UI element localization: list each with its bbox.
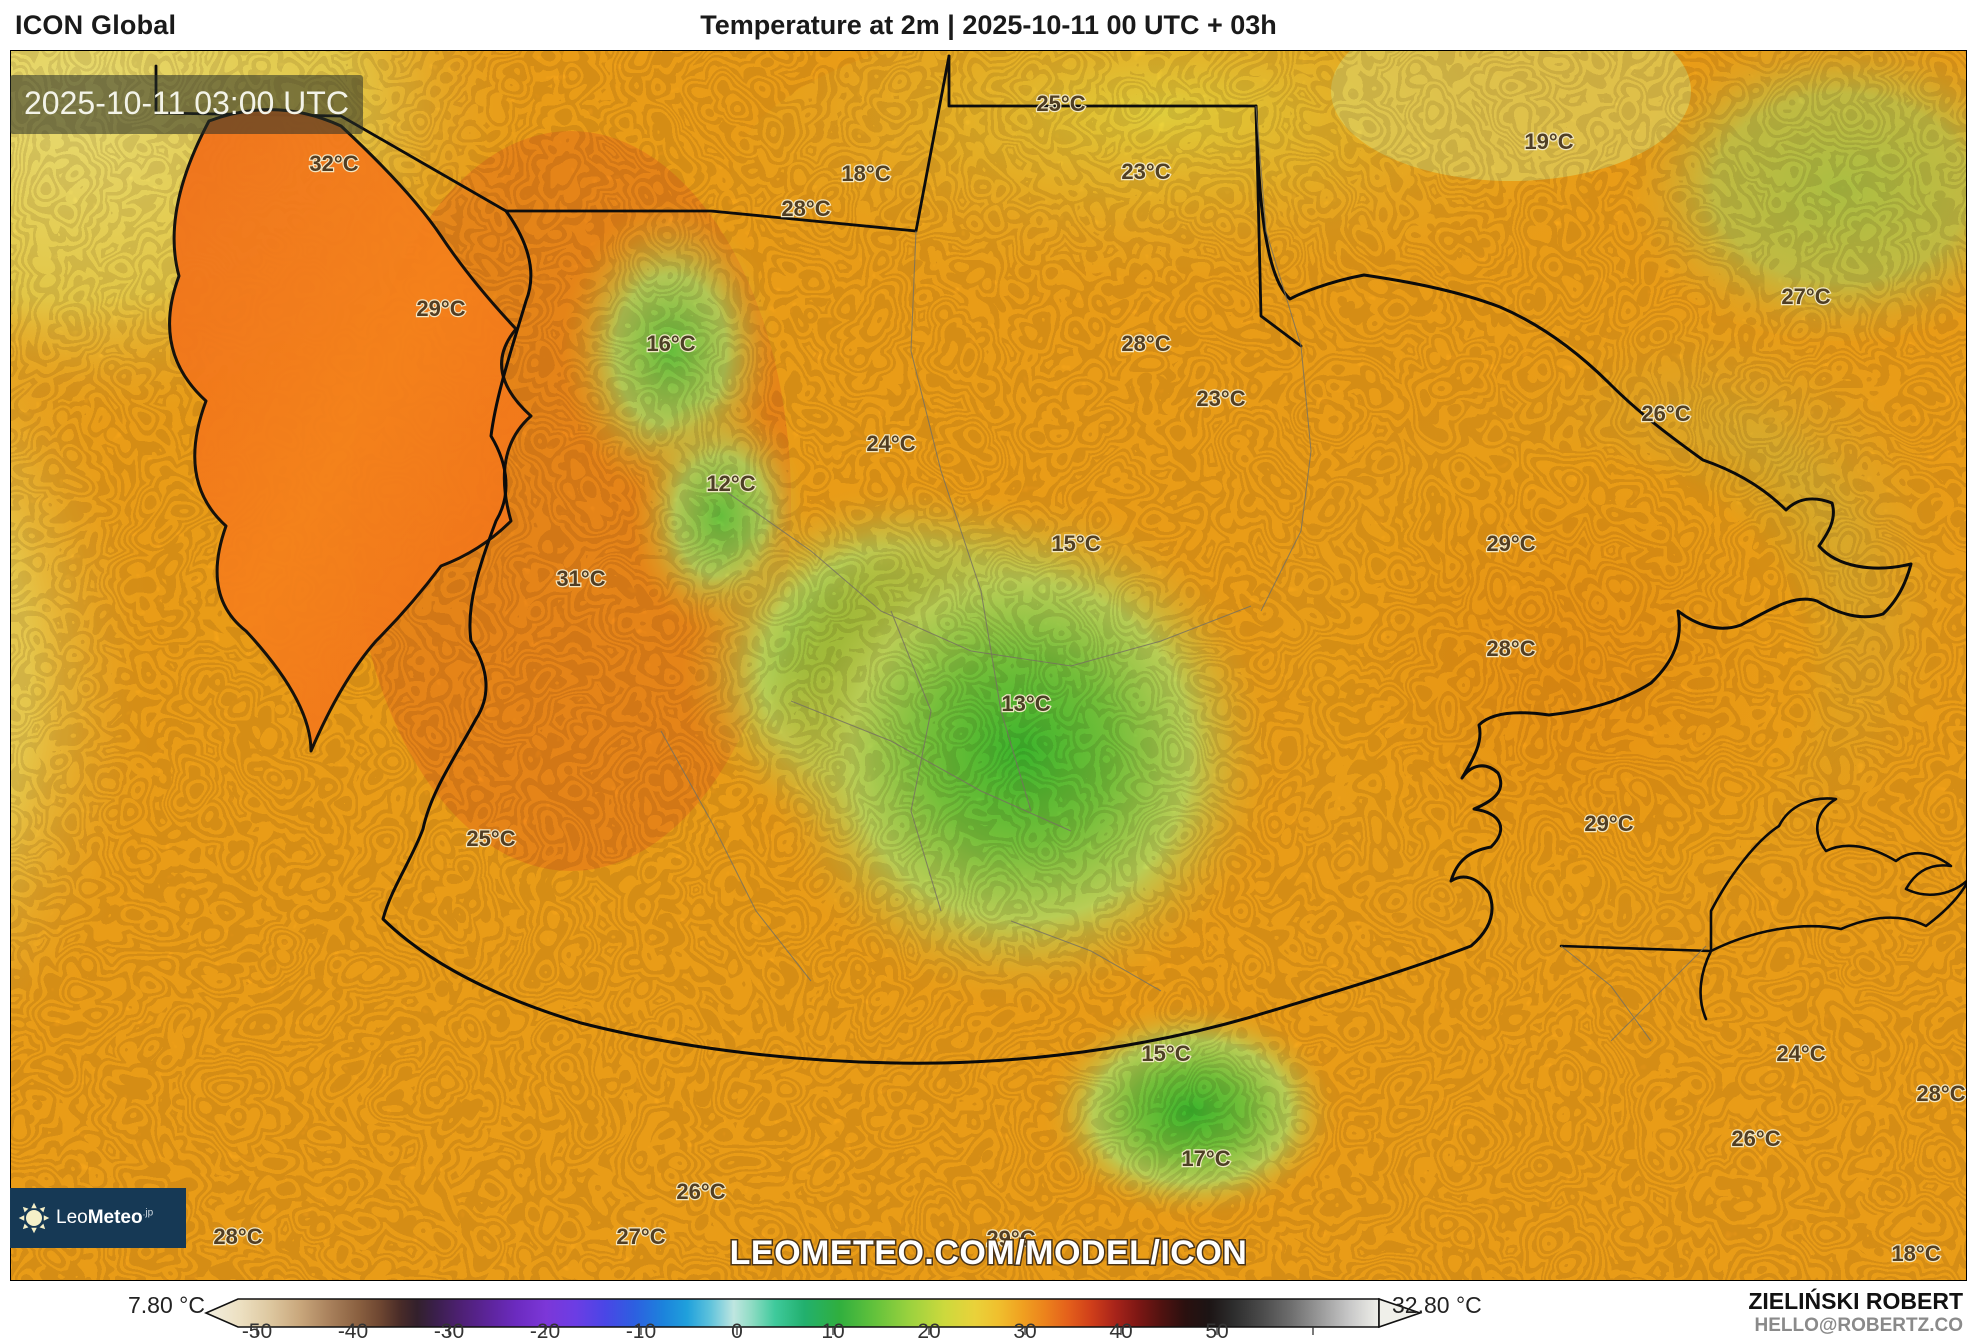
svg-text:20: 20 bbox=[917, 1320, 940, 1338]
svg-text:12°C: 12°C bbox=[706, 471, 755, 496]
svg-text:16°C: 16°C bbox=[646, 331, 695, 356]
svg-text:32°C: 32°C bbox=[309, 151, 358, 176]
svg-text:19°C: 19°C bbox=[1524, 129, 1573, 154]
svg-text:30: 30 bbox=[1013, 1320, 1036, 1338]
svg-text:17°C: 17°C bbox=[1181, 1146, 1230, 1171]
svg-text:28°C: 28°C bbox=[781, 196, 830, 221]
svg-text:26°C: 26°C bbox=[1641, 401, 1690, 426]
svg-text:40: 40 bbox=[1109, 1320, 1132, 1338]
svg-text:13°C: 13°C bbox=[1001, 691, 1050, 716]
svg-text:15°C: 15°C bbox=[1051, 531, 1100, 556]
svg-text:24°C: 24°C bbox=[1776, 1041, 1825, 1066]
svg-text:50: 50 bbox=[1205, 1320, 1228, 1338]
svg-text:10: 10 bbox=[821, 1320, 844, 1338]
svg-text:28°C: 28°C bbox=[1486, 636, 1535, 661]
svg-text:25°C: 25°C bbox=[466, 826, 515, 851]
svg-text:-20: -20 bbox=[530, 1320, 560, 1338]
svg-text:27°C: 27°C bbox=[1781, 284, 1830, 309]
svg-text:26°C: 26°C bbox=[676, 1179, 725, 1204]
svg-text:24°C: 24°C bbox=[866, 431, 915, 456]
svg-text:-10: -10 bbox=[626, 1320, 656, 1338]
svg-text:29°C: 29°C bbox=[1486, 531, 1535, 556]
svg-text:0: 0 bbox=[731, 1320, 743, 1338]
svg-text:29°C: 29°C bbox=[1584, 811, 1633, 836]
svg-text:28°C: 28°C bbox=[1916, 1081, 1965, 1106]
svg-text:25°C: 25°C bbox=[1036, 91, 1085, 116]
svg-text:26°C: 26°C bbox=[1731, 1126, 1780, 1151]
svg-text:28°C: 28°C bbox=[1121, 331, 1170, 356]
svg-text:31°C: 31°C bbox=[556, 566, 605, 591]
svg-text:23°C: 23°C bbox=[1121, 159, 1170, 184]
svg-text:23°C: 23°C bbox=[1196, 386, 1245, 411]
svg-text:18°C: 18°C bbox=[841, 161, 890, 186]
svg-text:-30: -30 bbox=[434, 1320, 464, 1338]
svg-text:29°C: 29°C bbox=[416, 296, 465, 321]
svg-text:-40: -40 bbox=[338, 1320, 368, 1338]
svg-text:-50: -50 bbox=[242, 1320, 272, 1338]
svg-text:15°C: 15°C bbox=[1141, 1041, 1190, 1066]
